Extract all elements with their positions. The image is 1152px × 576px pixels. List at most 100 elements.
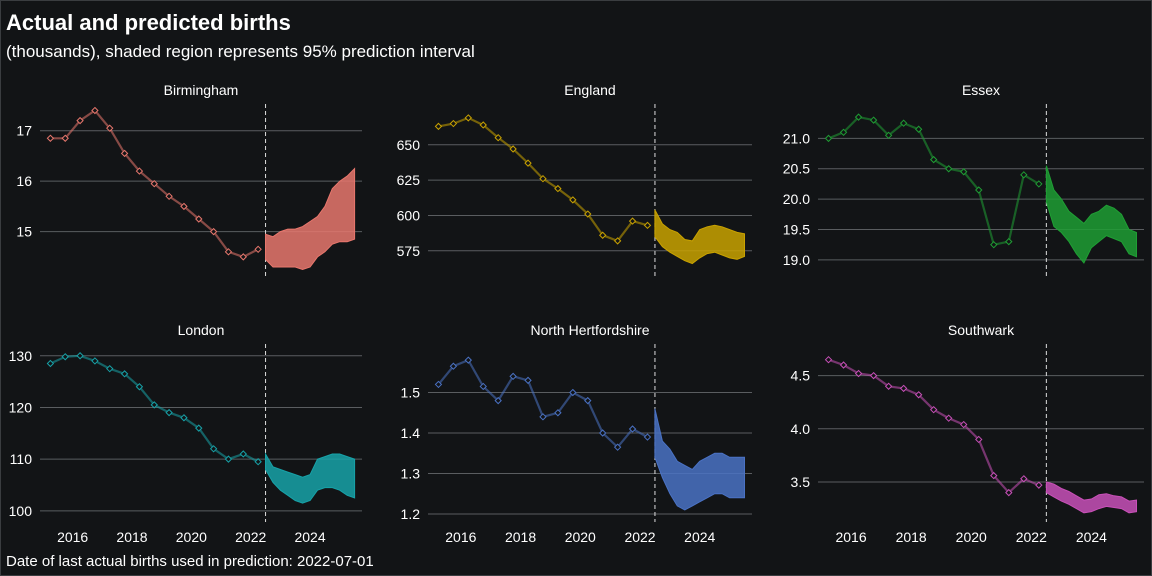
x-tick-label: 2016 — [57, 529, 88, 545]
data-point — [120, 370, 129, 378]
y-tick-label: 19.5 — [783, 221, 810, 237]
data-point — [180, 414, 188, 422]
x-tick-label: 2020 — [176, 529, 207, 545]
data-point — [539, 174, 547, 183]
actual-line — [49, 354, 259, 463]
data-point — [106, 124, 114, 132]
data-point — [643, 221, 652, 230]
y-tick-label: 4.5 — [791, 368, 811, 384]
y-tick-label: 4.0 — [791, 421, 811, 437]
data-point — [224, 248, 233, 256]
data-point — [1020, 171, 1028, 179]
footnote: Date of last actual births used in predi… — [6, 553, 374, 570]
x-tick-label: 2022 — [235, 529, 266, 545]
data-point — [254, 245, 262, 253]
data-point — [975, 186, 983, 194]
actual-line — [828, 358, 1040, 495]
data-point — [914, 125, 923, 133]
y-tick-label: 3.5 — [791, 474, 811, 490]
data-point — [76, 352, 84, 360]
data-point — [839, 128, 848, 137]
data-point — [254, 458, 262, 466]
data-point — [76, 116, 84, 125]
y-tick-label: 100 — [9, 503, 33, 519]
data-point — [449, 119, 458, 128]
data-point — [61, 134, 69, 142]
data-point — [613, 237, 622, 245]
data-point — [884, 131, 893, 140]
y-tick-label: 600 — [397, 207, 421, 223]
data-point — [613, 443, 622, 451]
panel-title: England — [564, 82, 615, 98]
x-tick-label: 2020 — [565, 529, 596, 545]
actual-line — [437, 358, 649, 449]
data-point — [434, 122, 443, 131]
data-point — [869, 371, 878, 380]
panel-title: Southwark — [948, 322, 1015, 338]
data-point — [824, 355, 833, 364]
x-tick-label: 2024 — [1076, 529, 1107, 545]
y-tick-label: 575 — [397, 243, 421, 259]
prediction-interval-band — [265, 167, 356, 271]
data-point — [46, 134, 55, 142]
data-point — [929, 155, 938, 164]
x-tick-label: 2016 — [445, 529, 476, 545]
data-point — [120, 149, 129, 158]
y-tick-label: 1.5 — [401, 385, 421, 401]
data-point — [509, 145, 517, 153]
data-point — [990, 240, 998, 249]
x-tick-label: 2022 — [624, 529, 655, 545]
data-point — [944, 165, 953, 173]
data-point — [584, 210, 592, 218]
y-tick-label: 650 — [397, 137, 421, 153]
x-tick-label: 2022 — [1016, 529, 1047, 545]
data-point — [91, 357, 99, 365]
data-point — [884, 382, 893, 390]
data-point — [839, 361, 848, 369]
data-point — [180, 202, 188, 211]
y-tick-label: 1.4 — [401, 425, 421, 441]
y-tick-label: 110 — [10, 451, 33, 467]
data-point — [209, 227, 218, 236]
data-point — [195, 424, 203, 432]
y-tick-label: 15 — [16, 224, 32, 240]
prediction-interval-band — [654, 209, 745, 265]
x-tick-label: 2024 — [294, 529, 325, 545]
data-point — [569, 196, 577, 204]
data-point — [494, 133, 502, 142]
data-point — [165, 192, 173, 201]
panel-title: Essex — [962, 82, 1000, 98]
data-point — [869, 116, 878, 124]
data-point — [239, 450, 247, 458]
data-point — [494, 396, 502, 405]
data-point — [449, 362, 458, 370]
data-point — [135, 383, 144, 391]
y-tick-label: 1.3 — [401, 465, 421, 481]
data-point — [899, 119, 908, 127]
data-point — [539, 413, 547, 421]
data-point — [944, 414, 953, 422]
x-tick-label: 2018 — [896, 529, 927, 545]
data-point — [569, 388, 577, 397]
y-tick-label: 16 — [16, 173, 32, 189]
page-subtitle: (thousands), shaded region represents 95… — [6, 42, 475, 61]
data-point — [1005, 488, 1013, 497]
prediction-interval-band — [265, 452, 356, 504]
data-point — [224, 455, 233, 463]
y-tick-label: 20.0 — [783, 191, 810, 207]
data-point — [61, 353, 69, 361]
data-point — [975, 435, 983, 444]
data-point — [91, 106, 99, 115]
y-tick-label: 625 — [397, 172, 421, 188]
data-point — [929, 405, 938, 414]
panel-birmingham: Birmingham 15 16 17 — [16, 82, 362, 278]
data-point — [1005, 237, 1013, 246]
data-point — [554, 184, 562, 193]
data-point — [524, 159, 532, 167]
panel-title: London — [178, 322, 225, 338]
y-tick-label: 20.5 — [783, 161, 810, 177]
panel-england: England 575 600 625 650 — [397, 82, 752, 278]
y-tick-label: 130 — [9, 348, 33, 364]
y-tick-label: 120 — [9, 399, 33, 415]
